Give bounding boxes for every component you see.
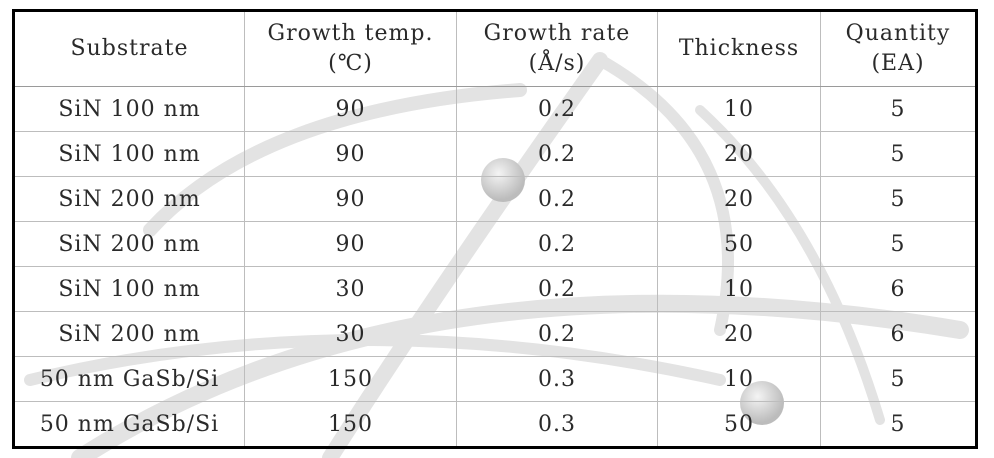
header-substrate: Substrate xyxy=(13,10,245,87)
cell-growth-temp: 90 xyxy=(244,176,457,222)
cell-thickness: 10 xyxy=(657,266,821,312)
cell-substrate: SiN 200 nm xyxy=(13,176,245,222)
cell-substrate: SiN 200 nm xyxy=(13,221,245,267)
header-unit: (Å/s) xyxy=(528,51,586,76)
cell-growth-temp: 30 xyxy=(244,266,457,312)
cell-quantity: 6 xyxy=(820,311,977,357)
header-unit: (EA) xyxy=(871,51,925,76)
cell-quantity: 5 xyxy=(820,221,977,267)
cell-growth-rate: 0.2 xyxy=(456,266,658,312)
header-growth-rate: Growth rate (Å/s) xyxy=(456,10,658,87)
cell-substrate: 50 nm GaSb/Si xyxy=(13,356,245,402)
table-row: SiN 100 nm 30 0.2 10 6 xyxy=(13,266,977,312)
header-growth-temp: Growth temp. (℃) xyxy=(244,10,457,87)
growth-conditions-table: Substrate Growth temp. (℃) Growth rate (… xyxy=(12,9,978,449)
cell-quantity: 5 xyxy=(820,176,977,222)
cell-quantity: 6 xyxy=(820,266,977,312)
cell-thickness: 20 xyxy=(657,131,821,177)
cell-growth-temp: 150 xyxy=(244,356,457,402)
header-quantity: Quantity (EA) xyxy=(820,10,977,87)
cell-thickness: 50 xyxy=(657,221,821,267)
cell-growth-temp: 30 xyxy=(244,311,457,357)
table-header-row: Substrate Growth temp. (℃) Growth rate (… xyxy=(13,10,977,87)
cell-growth-rate: 0.2 xyxy=(456,131,658,177)
cell-substrate: SiN 200 nm xyxy=(13,311,245,357)
cell-growth-temp: 90 xyxy=(244,221,457,267)
cell-quantity: 5 xyxy=(820,401,977,448)
header-label: Quantity xyxy=(845,21,951,46)
cell-growth-rate: 0.3 xyxy=(456,356,658,402)
cell-growth-temp: 150 xyxy=(244,401,457,448)
header-label: Thickness xyxy=(678,36,800,61)
cell-thickness: 50 xyxy=(657,401,821,448)
cell-quantity: 5 xyxy=(820,356,977,402)
header-label: Growth temp. xyxy=(267,21,434,46)
cell-substrate: 50 nm GaSb/Si xyxy=(13,401,245,448)
cell-growth-temp: 90 xyxy=(244,86,457,132)
cell-growth-rate: 0.2 xyxy=(456,86,658,132)
table-row: SiN 200 nm 90 0.2 50 5 xyxy=(13,221,977,267)
cell-substrate: SiN 100 nm xyxy=(13,266,245,312)
cell-quantity: 5 xyxy=(820,86,977,132)
cell-thickness: 20 xyxy=(657,176,821,222)
cell-thickness: 10 xyxy=(657,86,821,132)
cell-growth-rate: 0.2 xyxy=(456,176,658,222)
cell-growth-rate: 0.2 xyxy=(456,221,658,267)
table-row: SiN 100 nm 90 0.2 20 5 xyxy=(13,131,977,177)
cell-substrate: SiN 100 nm xyxy=(13,86,245,132)
cell-growth-temp: 90 xyxy=(244,131,457,177)
cell-growth-rate: 0.3 xyxy=(456,401,658,448)
table-row: 50 nm GaSb/Si 150 0.3 50 5 xyxy=(13,401,977,448)
cell-thickness: 10 xyxy=(657,356,821,402)
header-unit: (℃) xyxy=(328,51,373,76)
header-label: Substrate xyxy=(70,36,189,61)
table-row: SiN 200 nm 90 0.2 20 5 xyxy=(13,176,977,222)
cell-thickness: 20 xyxy=(657,311,821,357)
table-row: SiN 100 nm 90 0.2 10 5 xyxy=(13,86,977,132)
table-row: SiN 200 nm 30 0.2 20 6 xyxy=(13,311,977,357)
header-label: Growth rate xyxy=(483,21,631,46)
header-thickness: Thickness xyxy=(657,10,821,87)
table-row: 50 nm GaSb/Si 150 0.3 10 5 xyxy=(13,356,977,402)
cell-substrate: SiN 100 nm xyxy=(13,131,245,177)
cell-growth-rate: 0.2 xyxy=(456,311,658,357)
cell-quantity: 5 xyxy=(820,131,977,177)
